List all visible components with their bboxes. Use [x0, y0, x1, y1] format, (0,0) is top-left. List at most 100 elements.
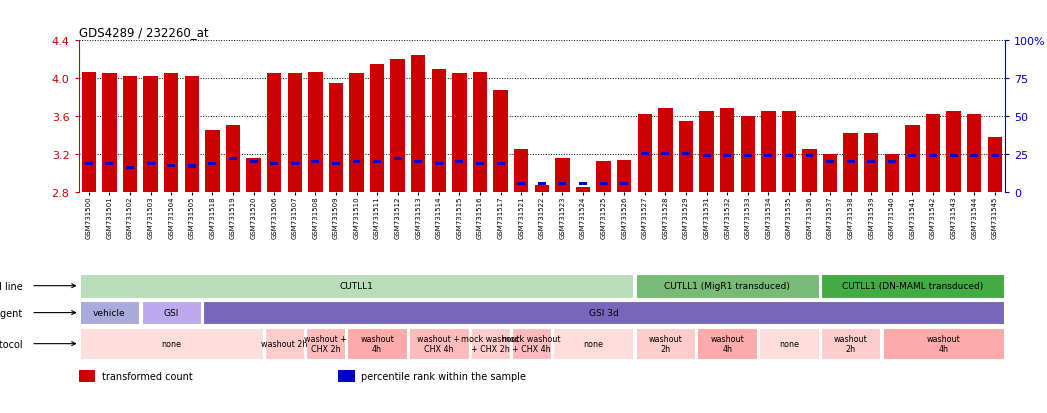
Text: washout
4h: washout 4h — [360, 335, 394, 353]
Bar — [950, 155, 958, 158]
Bar — [990, 155, 999, 158]
Bar — [106, 162, 113, 165]
Bar — [764, 155, 773, 158]
Bar — [353, 160, 360, 164]
Bar — [265, 328, 304, 359]
Bar — [311, 160, 319, 164]
Text: CUTLL1 (MigR1 transduced): CUTLL1 (MigR1 transduced) — [664, 282, 790, 290]
Bar — [535, 185, 549, 192]
Bar — [82, 72, 96, 192]
Bar — [909, 155, 916, 158]
Bar — [821, 328, 881, 359]
Text: washout
2h: washout 2h — [833, 335, 868, 353]
Text: none: none — [779, 339, 799, 348]
Bar — [288, 74, 302, 192]
Bar — [620, 183, 628, 186]
Bar — [493, 91, 508, 192]
Bar — [338, 370, 355, 382]
Bar — [703, 155, 711, 158]
Bar — [558, 183, 566, 186]
Bar — [867, 160, 875, 164]
Bar — [307, 328, 344, 359]
Bar — [143, 77, 158, 192]
Bar — [761, 112, 776, 192]
Bar — [821, 274, 1004, 298]
Bar — [883, 328, 1004, 359]
Text: washout
4h: washout 4h — [927, 335, 960, 353]
Bar — [554, 328, 633, 359]
Text: CUTLL1 (DN-MAML transduced): CUTLL1 (DN-MAML transduced) — [842, 282, 983, 290]
Bar — [431, 69, 446, 192]
Bar — [636, 274, 819, 298]
Bar — [394, 158, 402, 161]
Bar — [538, 183, 545, 186]
Bar — [662, 153, 669, 156]
Bar — [79, 370, 95, 382]
Bar — [187, 165, 196, 168]
Bar — [864, 134, 878, 192]
Text: washout +
CHX 4h: washout + CHX 4h — [418, 335, 461, 353]
Text: cell line: cell line — [0, 281, 23, 291]
Bar — [967, 115, 981, 192]
Bar — [184, 77, 199, 192]
Bar — [80, 328, 263, 359]
Bar — [203, 301, 1004, 325]
Text: vehicle: vehicle — [93, 309, 126, 317]
Bar — [226, 126, 240, 192]
Bar — [409, 328, 468, 359]
Bar — [452, 74, 467, 192]
Bar — [638, 115, 652, 192]
Bar — [826, 160, 834, 164]
Bar — [141, 301, 201, 325]
Text: percentile rank within the sample: percentile rank within the sample — [361, 371, 527, 381]
Bar — [678, 121, 693, 192]
Bar — [205, 131, 220, 192]
Text: mock washout
+ CHX 4h: mock washout + CHX 4h — [503, 335, 561, 353]
Bar — [80, 301, 139, 325]
Bar — [723, 155, 731, 158]
Bar — [576, 188, 591, 192]
Bar — [164, 74, 178, 192]
Text: none: none — [583, 339, 603, 348]
Text: mock washout
+ CHX 2h: mock washout + CHX 2h — [461, 335, 519, 353]
Bar — [471, 328, 510, 359]
Bar — [103, 74, 116, 192]
Bar — [476, 162, 484, 165]
Bar — [291, 162, 298, 165]
Bar — [885, 154, 899, 192]
Bar — [126, 167, 134, 170]
Bar — [759, 328, 819, 359]
Text: washout 2h: washout 2h — [262, 339, 308, 348]
Text: CUTLL1: CUTLL1 — [339, 282, 374, 290]
Bar — [517, 183, 526, 186]
Bar — [329, 84, 343, 192]
Bar — [659, 109, 672, 192]
Bar — [391, 60, 405, 192]
Bar — [636, 328, 695, 359]
Bar — [971, 155, 978, 158]
Bar — [373, 160, 381, 164]
Bar — [555, 159, 570, 192]
Bar — [740, 117, 755, 192]
Bar — [249, 160, 258, 164]
Bar — [168, 164, 175, 167]
Bar — [782, 112, 796, 192]
Bar — [805, 155, 814, 158]
Bar — [987, 138, 1002, 192]
Bar — [617, 161, 631, 192]
Bar — [823, 154, 838, 192]
Bar — [697, 328, 757, 359]
Bar — [929, 155, 937, 158]
Bar — [122, 77, 137, 192]
Text: GDS4289 / 232260_at: GDS4289 / 232260_at — [79, 26, 208, 39]
Text: protocol: protocol — [0, 339, 23, 349]
Bar — [267, 74, 282, 192]
Bar — [308, 72, 322, 192]
Text: agent: agent — [0, 308, 23, 318]
Bar — [147, 162, 155, 165]
Bar — [946, 112, 961, 192]
Bar — [80, 274, 633, 298]
Bar — [600, 183, 607, 186]
Bar — [435, 162, 443, 165]
Bar — [785, 155, 793, 158]
